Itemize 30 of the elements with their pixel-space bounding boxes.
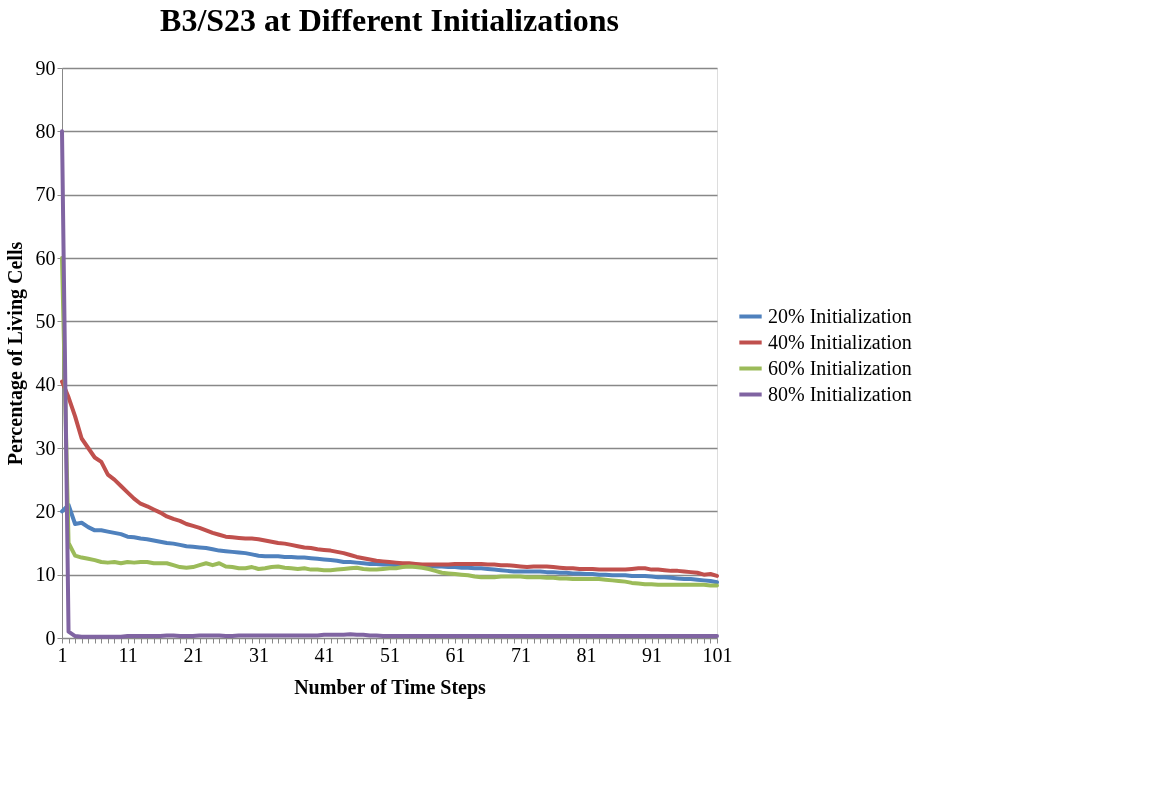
x-tick-label: 1 [57,643,68,666]
y-tick-label: 70 [35,183,56,206]
legend-label: 40% Initialization [768,330,912,353]
x-tick-label: 11 [118,643,138,666]
y-tick-label: 40 [35,373,56,396]
x-tick-label: 61 [445,643,466,666]
y-tick-label: 50 [35,309,56,332]
legend-label: 80% Initialization [768,382,912,405]
legend-label: 20% Initialization [768,304,912,327]
x-tick-label: 81 [576,643,597,666]
chart-title: B3/S23 at Different Initializations [160,2,619,38]
y-tick-label: 0 [45,626,56,649]
x-tick-label: 41 [314,643,335,666]
y-tick-label: 80 [35,119,56,142]
y-tick-label: 10 [35,563,56,586]
y-tick-label: 20 [35,499,56,522]
y-axis-title: Percentage of Living Cells [3,241,27,466]
x-axis-title: Number of Time Steps [294,675,487,699]
line-series [60,503,719,585]
x-tick-label: 31 [249,643,269,666]
x-tick-label: 91 [642,643,662,666]
y-tick-label: 60 [35,246,56,269]
y-tick-label: 90 [35,56,56,79]
x-tick-label: 71 [511,643,531,666]
x-tick-label: 101 [702,643,733,666]
x-tick-label: 51 [380,643,400,666]
x-tick-label: 21 [183,643,204,666]
y-tick-label: 30 [35,436,56,459]
legend-label: 60% Initialization [768,356,912,379]
line-series [60,379,719,578]
